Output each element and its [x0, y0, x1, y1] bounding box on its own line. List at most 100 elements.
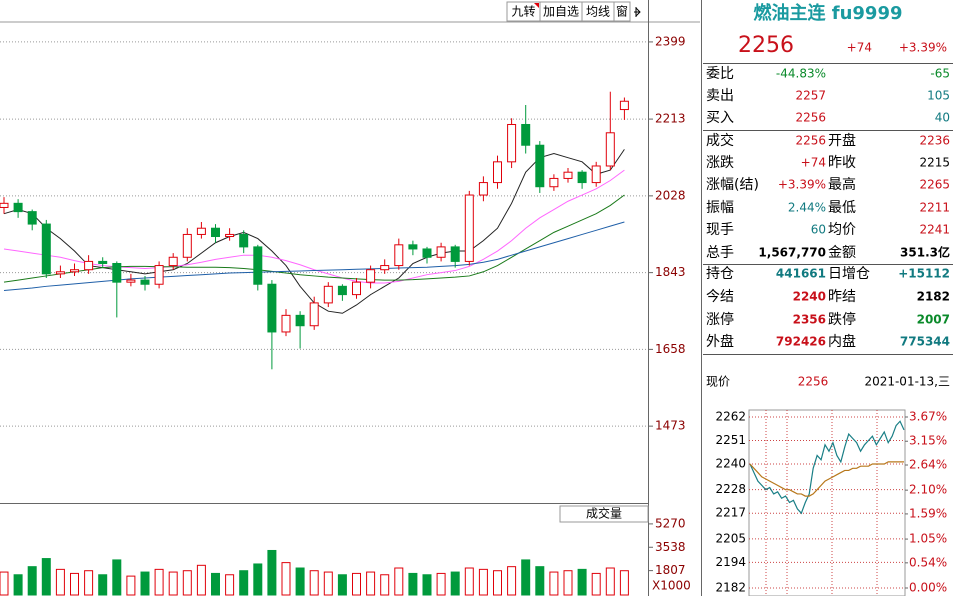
toolbar-button-label[interactable]: 九转: [511, 4, 535, 19]
candle-body: [563, 171, 573, 179]
row-value: 2256: [795, 111, 826, 125]
row-value: 2356: [793, 313, 826, 327]
y-tick-label: 2213: [655, 112, 686, 126]
candle-body: [478, 182, 488, 196]
row-value: 441661: [776, 267, 826, 281]
y-tick-label: 2399: [655, 34, 686, 48]
candle-body: [196, 227, 206, 235]
intraday-line: [749, 461, 904, 497]
y2-tick-label: 3.15%: [909, 434, 947, 448]
candle-body: [112, 262, 122, 283]
moving-average-line: [3, 169, 625, 284]
row-value: 105: [927, 89, 950, 103]
volume-bar: [154, 568, 164, 596]
volume-bar: [337, 574, 347, 596]
toolbar-button[interactable]: [613, 1, 631, 22]
row-value: 792426: [776, 335, 826, 349]
row-value: 40: [935, 111, 950, 125]
row-label: 最高: [828, 176, 856, 193]
y-tick-label: 2217: [715, 506, 746, 520]
volume-bar: [0, 571, 9, 596]
candle-body: [549, 177, 559, 188]
volume-unit: X1000: [652, 579, 691, 593]
volume-bar: [478, 568, 488, 596]
volume-bar: [253, 563, 263, 596]
candle-body: [41, 223, 51, 275]
candle-body: [394, 244, 404, 267]
row-value: 2236: [919, 134, 950, 148]
row-label: 昨结: [828, 289, 856, 305]
y-tick-label: 1843: [655, 265, 686, 279]
row-label: 最低: [828, 200, 856, 216]
row-value: +3.39%: [778, 178, 826, 192]
volume-button-label[interactable]: 成交量: [586, 506, 622, 521]
candle-body: [168, 256, 178, 267]
volume-button[interactable]: [559, 505, 649, 523]
candle-body: [422, 248, 432, 258]
row-label: 卖出: [706, 88, 734, 104]
row-label: 金额: [828, 245, 856, 261]
y2-tick-label: 1.59%: [909, 506, 947, 520]
volume-bar: [27, 566, 37, 596]
row-label: 日增仓: [828, 266, 870, 282]
volume-bar: [239, 570, 249, 596]
candle-body: [337, 285, 347, 296]
row-value: 2256: [795, 134, 826, 148]
volume-bar: [196, 564, 206, 596]
row-label: 振幅: [706, 200, 734, 216]
y-tick-label: 2205: [715, 531, 746, 545]
row-label: 昨收: [828, 155, 856, 171]
row-label: 成交: [706, 132, 734, 149]
row-value: +74: [801, 156, 826, 170]
row-label: 今结: [706, 289, 734, 305]
candle-body: [380, 265, 390, 271]
y-tick-label: 5270: [655, 516, 686, 530]
row-value: 1,567,770: [758, 246, 826, 260]
last-date: 2021-01-13,三: [864, 375, 950, 389]
volume-bar: [41, 558, 51, 596]
toolbar-icon[interactable]: [634, 7, 641, 17]
volume-bar: [323, 571, 333, 596]
candle-body: [98, 260, 108, 264]
row-value: 2182: [917, 290, 950, 304]
row-label: 总手: [706, 245, 734, 261]
volume-bar: [408, 572, 418, 596]
volume-bar: [493, 570, 502, 596]
row-label: 涨跌: [706, 155, 734, 171]
row-value: 2.44%: [788, 201, 826, 215]
volume-bar: [182, 570, 192, 596]
volume-bar: [521, 559, 531, 596]
row-value: 775344: [900, 335, 950, 349]
moving-average-line: [3, 149, 625, 314]
toolbar-button-label[interactable]: 均线: [586, 5, 610, 19]
y-tick-label: 2194: [715, 555, 746, 569]
row-value: 2211: [919, 201, 950, 215]
last-price-small: 2256: [798, 375, 829, 389]
row-label: 外盘: [706, 333, 734, 350]
y-tick-label: 2240: [715, 457, 746, 471]
y-tick-label: 2251: [715, 433, 746, 447]
candle-body: [521, 123, 531, 146]
toolbar-button-label[interactable]: 加自选: [543, 5, 579, 19]
price-change: +74: [847, 41, 872, 55]
price-change-pct: +3.39%: [899, 41, 947, 55]
candle-body: [309, 302, 319, 327]
y-tick-label: 2262: [715, 410, 746, 424]
volume-bar: [535, 566, 545, 596]
volume-bar: [98, 574, 108, 596]
moving-average-line: [3, 221, 625, 291]
toolbar-button-label[interactable]: 窗: [616, 5, 628, 19]
row-label: 内盘: [828, 333, 856, 350]
candle-body: [493, 161, 502, 184]
candle-body: [267, 283, 277, 333]
candle-body: [140, 279, 150, 285]
row-value: 60: [811, 223, 826, 237]
candle-body: [507, 123, 517, 163]
volume-bar: [450, 571, 460, 596]
y-tick-label: 2228: [715, 482, 746, 496]
volume-bar: [619, 570, 629, 596]
volume-bar: [507, 566, 517, 596]
y2-tick-label: 1.05%: [909, 532, 947, 546]
